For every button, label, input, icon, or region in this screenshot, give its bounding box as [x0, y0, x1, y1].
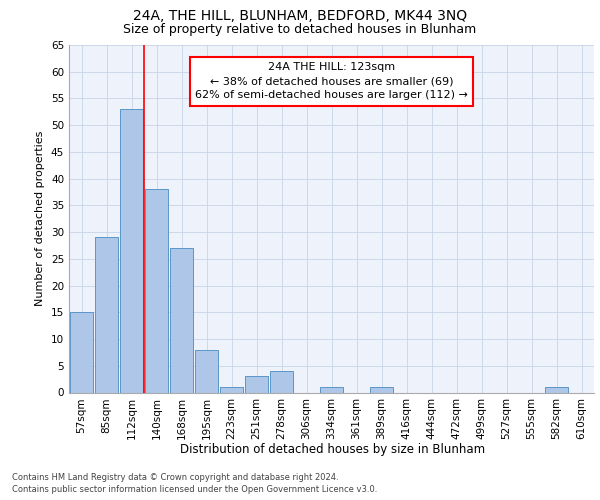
- Bar: [145, 190, 168, 392]
- Bar: [70, 312, 93, 392]
- Text: Contains public sector information licensed under the Open Government Licence v3: Contains public sector information licen…: [12, 485, 377, 494]
- Bar: [220, 387, 243, 392]
- Bar: [170, 248, 193, 392]
- Bar: [370, 387, 393, 392]
- Bar: [95, 238, 118, 392]
- Bar: [120, 109, 143, 393]
- Bar: [270, 371, 293, 392]
- Bar: [320, 387, 343, 392]
- Text: Size of property relative to detached houses in Blunham: Size of property relative to detached ho…: [124, 22, 476, 36]
- Text: 24A THE HILL: 123sqm
← 38% of detached houses are smaller (69)
62% of semi-detac: 24A THE HILL: 123sqm ← 38% of detached h…: [195, 62, 468, 100]
- Bar: [545, 387, 568, 392]
- Text: 24A, THE HILL, BLUNHAM, BEDFORD, MK44 3NQ: 24A, THE HILL, BLUNHAM, BEDFORD, MK44 3N…: [133, 9, 467, 23]
- Text: Contains HM Land Registry data © Crown copyright and database right 2024.: Contains HM Land Registry data © Crown c…: [12, 472, 338, 482]
- Y-axis label: Number of detached properties: Number of detached properties: [35, 131, 46, 306]
- Text: Distribution of detached houses by size in Blunham: Distribution of detached houses by size …: [181, 442, 485, 456]
- Bar: [245, 376, 268, 392]
- Bar: [195, 350, 218, 393]
